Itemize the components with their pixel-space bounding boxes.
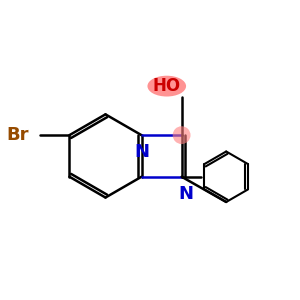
Text: N: N [178, 185, 194, 203]
Text: N: N [134, 142, 149, 160]
Text: HO: HO [153, 77, 181, 95]
Ellipse shape [147, 76, 186, 97]
Ellipse shape [173, 126, 190, 144]
Text: Br: Br [7, 126, 29, 144]
